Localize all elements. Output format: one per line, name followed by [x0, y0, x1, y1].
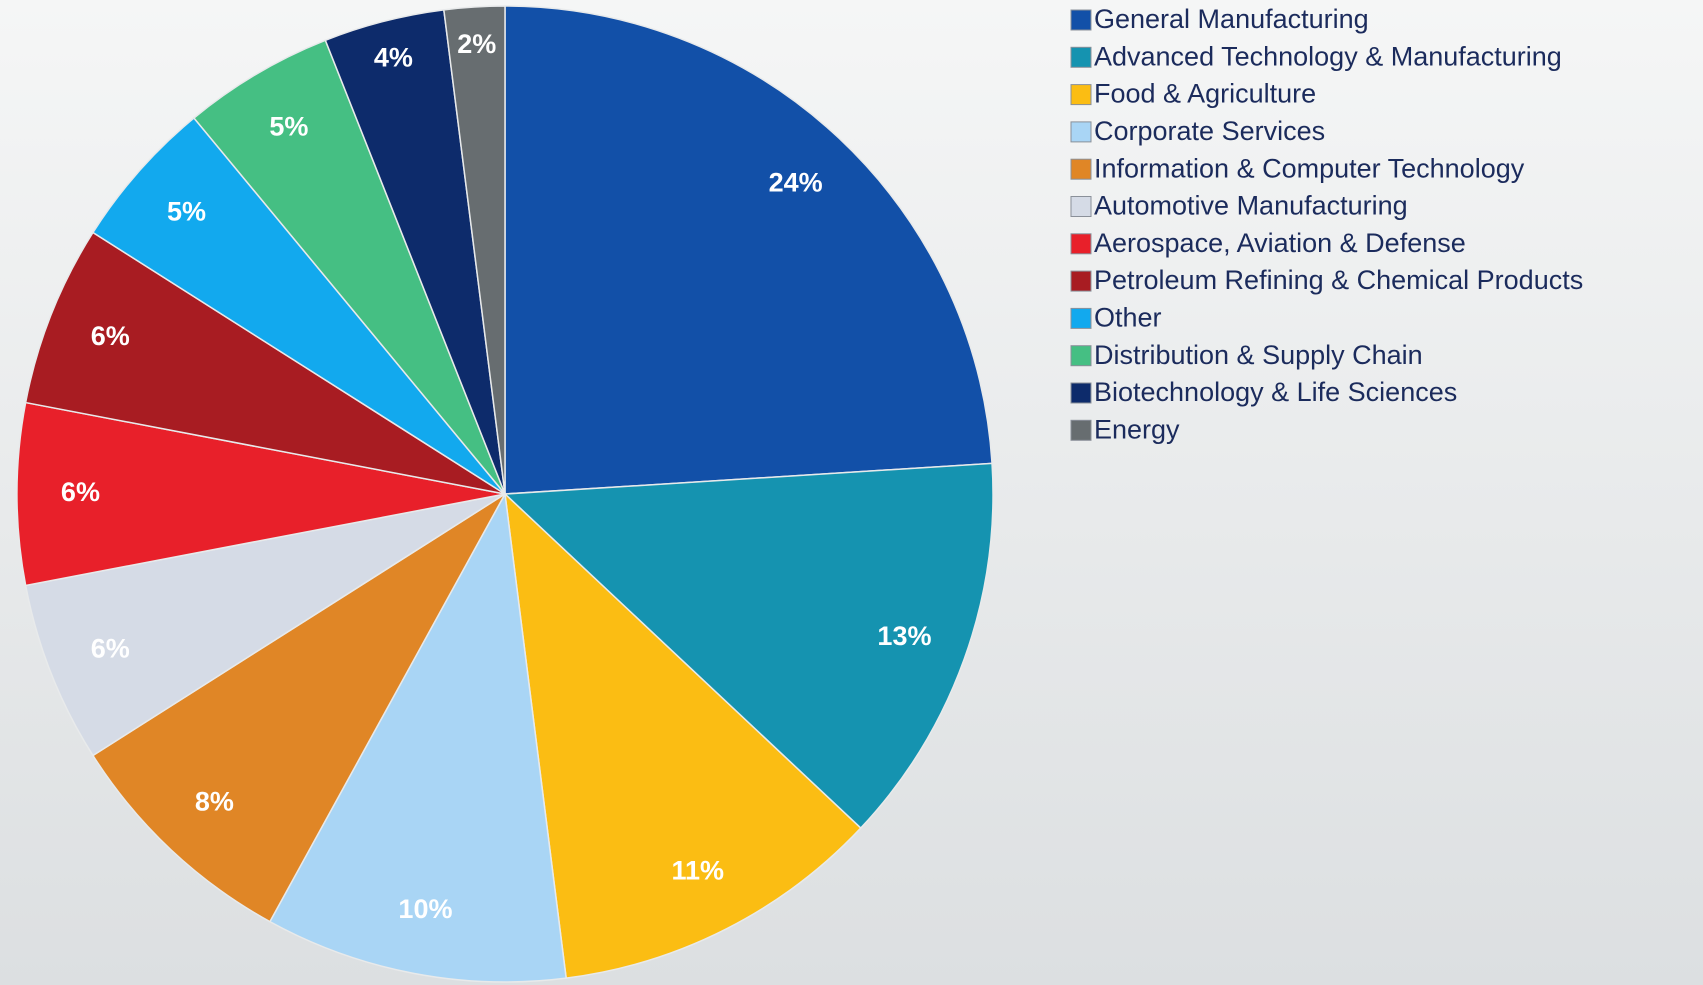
data-label: 13%	[877, 621, 931, 651]
pie-slice	[24, 231, 506, 495]
legend-label: Advanced Technology & Manufacturing	[1094, 41, 1562, 71]
legend-swatch	[1070, 382, 1092, 404]
legend-swatch	[1070, 307, 1092, 329]
legend-swatch	[1070, 233, 1092, 255]
pie-slice	[503, 462, 994, 830]
data-label: 5%	[167, 196, 206, 226]
legend-swatch	[1070, 270, 1092, 292]
pie-slice	[442, 5, 506, 495]
data-label: 11%	[671, 855, 724, 885]
legend-label: Petroleum Refining & Chemical Products	[1094, 265, 1583, 295]
data-label: 10%	[398, 894, 452, 924]
data-label: 6%	[91, 633, 130, 663]
legend-swatch	[1070, 121, 1092, 143]
pie-slice	[16, 401, 506, 587]
legend-label: Distribution & Supply Chain	[1094, 340, 1423, 370]
data-label: 2%	[457, 29, 496, 59]
legend-swatch	[1070, 196, 1092, 217]
legend-label: General Manufacturing	[1094, 4, 1369, 34]
legend-swatch	[1070, 158, 1092, 180]
legend-label: Corporate Services	[1094, 116, 1325, 146]
legend-label: Food & Agriculture	[1094, 79, 1316, 109]
data-label: 6%	[61, 477, 100, 507]
data-label: 4%	[374, 42, 413, 72]
data-label: 6%	[91, 321, 130, 351]
legend-swatch	[1070, 345, 1092, 367]
pie-slice	[192, 39, 506, 495]
legend-label: Other	[1094, 303, 1162, 333]
data-label: 5%	[269, 112, 308, 142]
pie-slice	[91, 116, 506, 495]
pie-slice	[504, 5, 993, 495]
pie-slice	[91, 493, 506, 923]
data-label: 24%	[769, 168, 823, 198]
legend-label: Information & Computer Technology	[1094, 153, 1525, 183]
legend-swatch	[1070, 419, 1092, 441]
pie-slice	[268, 491, 568, 983]
legend-label: Automotive Manufacturing	[1094, 191, 1408, 221]
pie-slice	[503, 492, 862, 979]
data-label: 8%	[195, 787, 234, 817]
legend-swatch	[1070, 46, 1092, 68]
legend-label: Energy	[1094, 414, 1180, 444]
legend-swatch	[1070, 84, 1092, 106]
pie-slice	[24, 493, 506, 757]
legend-label: Biotechnology & Life Sciences	[1094, 377, 1457, 407]
legend-label: Aerospace, Aviation & Defense	[1094, 228, 1466, 258]
legend-swatch	[1070, 9, 1092, 31]
